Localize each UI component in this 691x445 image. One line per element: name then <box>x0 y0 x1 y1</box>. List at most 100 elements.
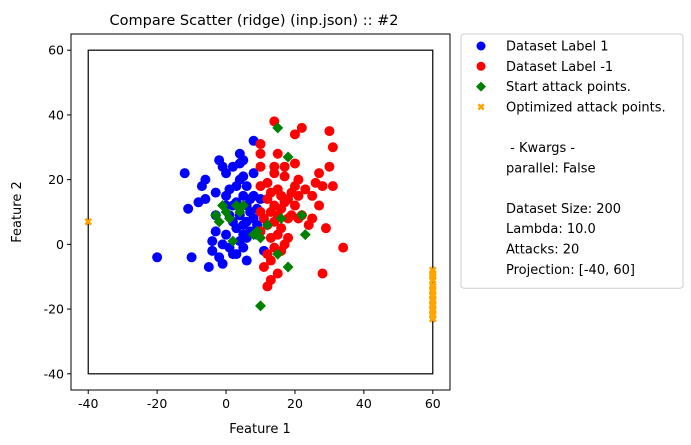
legend-info-line: Dataset Size: 200 <box>506 202 621 217</box>
y-tick-label: -40 <box>44 366 64 381</box>
legend-entry: Dataset Label -1 <box>506 60 613 75</box>
x-axis-label: Feature 1 <box>229 422 291 437</box>
data-point <box>269 168 280 179</box>
projection-box <box>87 49 434 375</box>
data-point <box>289 158 300 169</box>
y-tick-label: -20 <box>44 302 64 317</box>
legend-info-line: Attacks: 20 <box>506 243 579 258</box>
data-point <box>237 200 249 212</box>
data-point <box>289 129 300 140</box>
data-point <box>255 194 266 205</box>
data-point <box>231 249 242 260</box>
data-point <box>293 174 304 185</box>
legend-marker <box>477 103 485 111</box>
data-point <box>289 200 300 211</box>
data-point <box>248 229 260 241</box>
data-point <box>238 155 249 166</box>
y-tick-label: 40 <box>48 107 64 122</box>
data-point <box>299 229 311 241</box>
legend-entry: Start attack points. <box>506 80 631 95</box>
x-tick-label: 20 <box>287 396 303 411</box>
data-point <box>279 161 290 172</box>
data-point <box>324 161 335 172</box>
data-point <box>324 126 335 137</box>
data-point <box>227 235 239 247</box>
data-point <box>261 219 273 231</box>
data-point <box>282 261 294 273</box>
y-tick-label: 60 <box>48 43 64 58</box>
chart-title: Compare Scatter (ridge) (inp.json) :: #2 <box>110 13 399 29</box>
data-point <box>203 262 214 273</box>
data-point <box>272 268 283 279</box>
data-point <box>213 216 225 228</box>
data-point <box>183 203 194 214</box>
data-point <box>255 148 266 159</box>
data-point <box>255 232 266 244</box>
data-point <box>282 151 294 163</box>
legend-info-line: Projection: [-40, 60] <box>506 263 635 278</box>
legend-marker <box>476 41 486 51</box>
data-point <box>221 168 232 179</box>
data-point <box>307 213 318 224</box>
y-tick-label: 0 <box>56 237 64 252</box>
data-point <box>179 168 190 179</box>
legend-info-line: - Kwargs - <box>506 141 575 156</box>
series-0 <box>152 135 269 273</box>
data-point <box>210 187 221 198</box>
data-point <box>207 236 218 247</box>
x-tick-label: -40 <box>78 396 98 411</box>
data-point <box>428 269 437 278</box>
legend-box <box>460 33 684 289</box>
data-point <box>327 181 338 192</box>
plot-area: -40 -20 0 20 40 60 -40 -20 0 20 40 60 <box>44 33 451 411</box>
data-point <box>327 142 338 153</box>
y-tick-label: 20 <box>48 172 64 187</box>
data-point <box>317 268 328 279</box>
data-point <box>275 212 287 224</box>
x-tick-label: -20 <box>147 396 167 411</box>
series-3 <box>84 217 437 323</box>
data-point <box>210 226 221 237</box>
data-point <box>320 223 331 234</box>
data-point <box>238 171 249 182</box>
data-point <box>272 248 284 260</box>
x-tick-label: 40 <box>356 396 372 411</box>
y-axis-label: Feature 2 <box>10 181 25 243</box>
data-point <box>293 190 304 201</box>
data-point <box>255 139 266 150</box>
data-point <box>314 200 325 211</box>
x-tick-label: 60 <box>425 396 441 411</box>
data-point <box>296 209 308 221</box>
data-point <box>428 287 437 296</box>
data-point <box>272 122 284 134</box>
data-point <box>84 217 93 226</box>
data-point <box>262 177 273 188</box>
data-point <box>314 168 325 179</box>
legend: Dataset Label 1 Dataset Label -1 Start att… <box>460 33 684 289</box>
data-point <box>283 232 294 243</box>
legend-info-line: Lambda: 10.0 <box>506 222 596 237</box>
data-point <box>238 242 249 253</box>
data-point <box>279 171 290 182</box>
data-point <box>338 242 349 253</box>
data-point <box>186 252 197 263</box>
data-point <box>272 148 283 159</box>
data-point <box>241 181 252 192</box>
data-point <box>255 161 266 172</box>
data-point <box>276 223 287 234</box>
data-point <box>200 194 211 205</box>
legend-entry: Optimized attack points. <box>506 100 666 115</box>
data-point <box>217 258 228 269</box>
legend-entry: Dataset Label 1 <box>506 40 609 55</box>
data-point <box>200 174 211 185</box>
data-point <box>296 122 307 133</box>
series-2 <box>210 122 311 312</box>
data-point <box>241 255 252 266</box>
data-point <box>307 190 318 201</box>
data-point <box>255 300 266 312</box>
data-point <box>221 229 232 240</box>
data-point <box>300 184 311 195</box>
legend-info-line: parallel: False <box>506 161 596 176</box>
series-1 <box>255 116 349 292</box>
